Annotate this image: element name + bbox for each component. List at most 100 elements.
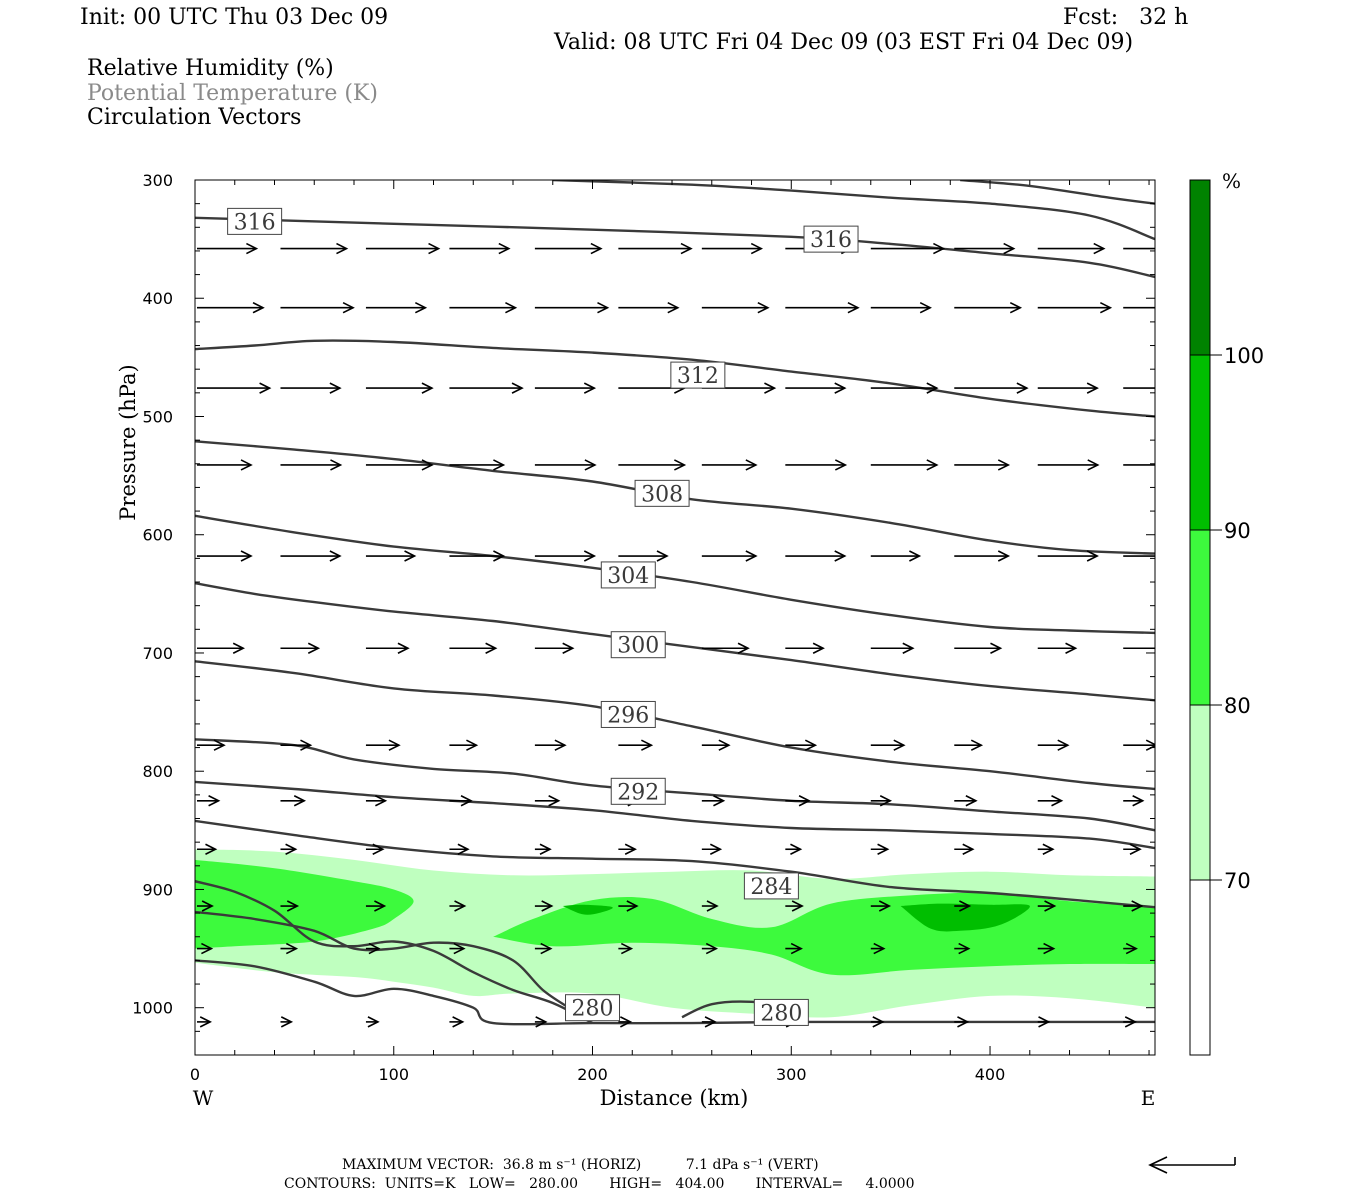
vector-head: [764, 382, 777, 394]
vector-head: [457, 843, 470, 855]
circulation-vector: [1123, 555, 1155, 557]
circulation-vector: [870, 242, 946, 255]
vector-head: [280, 1016, 294, 1028]
vector-head: [1179, 383, 1189, 393]
vector-head: [505, 301, 518, 314]
circulation-vector: [701, 942, 719, 955]
vector-head: [834, 382, 847, 394]
y-tick-label-800: 800: [142, 762, 173, 781]
y-tick-label-1000: 1000: [132, 999, 173, 1018]
vector-head: [252, 301, 265, 314]
colorbar-segment: [1190, 355, 1210, 530]
circulation-vector: [954, 459, 1011, 471]
circulation-vector: [449, 942, 466, 955]
colorbar-segment: [1190, 880, 1210, 1055]
vector-head: [847, 301, 860, 314]
theta-contour-316-0: [195, 216, 1155, 279]
plot-area: [195, 180, 1189, 1028]
circulation-vector: [618, 942, 634, 955]
circulation-vector: [870, 942, 886, 955]
vector-head: [535, 1016, 548, 1028]
circulation-vector: [1037, 942, 1056, 955]
vector-head: [1087, 459, 1100, 471]
vector-head: [428, 242, 441, 255]
vector-head: [1131, 900, 1144, 912]
circulation-vector: [870, 900, 892, 912]
contour-label-text: 280: [760, 1001, 802, 1026]
circulation-vector: [534, 1016, 548, 1028]
circulation-vector: [1037, 795, 1064, 807]
vector-head: [798, 795, 811, 807]
circulation-vector: [954, 843, 975, 855]
vector-head: [453, 942, 466, 955]
circulation-vector: [280, 550, 342, 562]
vector-head: [706, 900, 719, 912]
vector-head: [367, 1016, 380, 1028]
circulation-vector: [280, 795, 307, 807]
vector-head: [540, 942, 553, 955]
circulation-vector: [1123, 900, 1144, 912]
vector-head: [342, 301, 355, 314]
circulation-vector: [449, 795, 473, 807]
circulation-vector: [701, 301, 770, 314]
vector-head: [933, 242, 946, 255]
contour-label-304: 304: [600, 561, 656, 589]
rh-region-80-1: [195, 859, 414, 949]
vector-head: [1173, 303, 1183, 313]
vector-head: [990, 642, 1003, 654]
circulation-vector: [280, 382, 342, 394]
theta-contour-308-4: [195, 440, 1155, 555]
circulation-vector: [1123, 643, 1155, 653]
vector-head: [372, 843, 385, 855]
vector-head: [962, 843, 975, 855]
vector-head: [511, 382, 524, 394]
x-tick-label-100: 100: [378, 1065, 409, 1084]
contour-label-296: 296: [600, 700, 656, 728]
vector-head: [493, 550, 506, 562]
vector-head: [460, 795, 473, 807]
vector-head: [300, 739, 313, 751]
vector-head: [704, 1016, 717, 1028]
contour-label-box: [565, 994, 621, 1022]
circulation-vector: [365, 1016, 380, 1028]
circulation-vector: [280, 900, 300, 912]
valid-time: Valid: 08 UTC Fri 04 Dec 09 (03 EST Fri …: [554, 30, 1134, 55]
vector-head: [620, 942, 634, 955]
vector-head: [199, 1016, 212, 1028]
colorbar-segment: [1190, 705, 1210, 880]
circulation-vector: [365, 942, 381, 955]
vector-head: [620, 1016, 633, 1028]
vector-head: [957, 1016, 970, 1028]
legend-circulation-vectors: Circulation Vectors: [87, 105, 302, 130]
circulation-vector: [785, 942, 803, 955]
vector-head: [877, 843, 890, 855]
circulation-vector: [280, 642, 321, 654]
vector-head: [375, 795, 388, 807]
circulation-vector: [197, 795, 221, 807]
vector-head: [745, 459, 758, 471]
circulation-vector: [1037, 900, 1057, 912]
y-tick-label-400: 400: [142, 289, 173, 308]
vector-head: [554, 739, 567, 751]
contour-label-text: 308: [641, 482, 683, 507]
vector-head: [452, 1016, 465, 1028]
theta-contour-unlabeled-12: [195, 910, 570, 1009]
y-tick-label-600: 600: [142, 526, 173, 545]
vector-head: [680, 242, 693, 255]
circulation-vector: [280, 739, 313, 751]
circulation-vector: [785, 900, 804, 912]
circulation-vector: [701, 459, 758, 471]
init-time: Init: 00 UTC Thu 03 Dec 09: [80, 5, 389, 30]
vector-head: [329, 550, 342, 562]
vector-head: [834, 550, 847, 562]
vector-head: [834, 459, 848, 471]
circulation-vector: [1037, 739, 1070, 751]
reference-vector-icon: [1148, 1156, 1236, 1174]
x-axis-label: Distance (km): [600, 1086, 749, 1110]
circulation-vector: [618, 301, 680, 314]
contours-note: CONTOURS: UNITS=K LOW= 280.00 HIGH= 404.…: [284, 1176, 915, 1192]
vector-head: [1051, 795, 1064, 807]
colorbar-frame: [1189, 179, 1211, 1056]
contour-label-280: 280: [753, 998, 809, 1026]
vector-head: [926, 382, 939, 394]
